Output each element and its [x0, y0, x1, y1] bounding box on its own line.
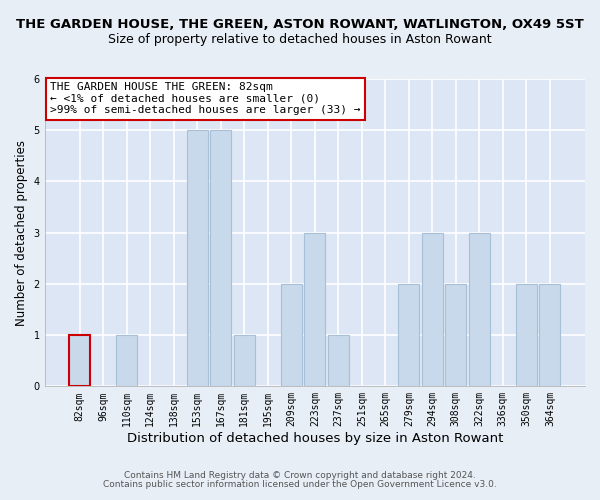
Bar	[234, 335, 255, 386]
Bar	[187, 130, 208, 386]
Bar	[469, 232, 490, 386]
Y-axis label: Number of detached properties: Number of detached properties	[15, 140, 28, 326]
Bar	[116, 335, 137, 386]
Bar	[304, 232, 325, 386]
Text: Size of property relative to detached houses in Aston Rowant: Size of property relative to detached ho…	[108, 32, 492, 46]
Bar	[328, 335, 349, 386]
X-axis label: Distribution of detached houses by size in Aston Rowant: Distribution of detached houses by size …	[127, 432, 503, 445]
Bar	[516, 284, 537, 386]
Bar	[422, 232, 443, 386]
Text: Contains public sector information licensed under the Open Government Licence v3: Contains public sector information licen…	[103, 480, 497, 489]
Text: THE GARDEN HOUSE THE GREEN: 82sqm
← <1% of detached houses are smaller (0)
>99% : THE GARDEN HOUSE THE GREEN: 82sqm ← <1% …	[50, 82, 361, 116]
Bar	[539, 284, 560, 386]
Bar	[445, 284, 466, 386]
Text: THE GARDEN HOUSE, THE GREEN, ASTON ROWANT, WATLINGTON, OX49 5ST: THE GARDEN HOUSE, THE GREEN, ASTON ROWAN…	[16, 18, 584, 30]
Text: Contains HM Land Registry data © Crown copyright and database right 2024.: Contains HM Land Registry data © Crown c…	[124, 471, 476, 480]
Bar	[398, 284, 419, 386]
Bar	[281, 284, 302, 386]
Bar	[210, 130, 232, 386]
Bar	[69, 335, 91, 386]
